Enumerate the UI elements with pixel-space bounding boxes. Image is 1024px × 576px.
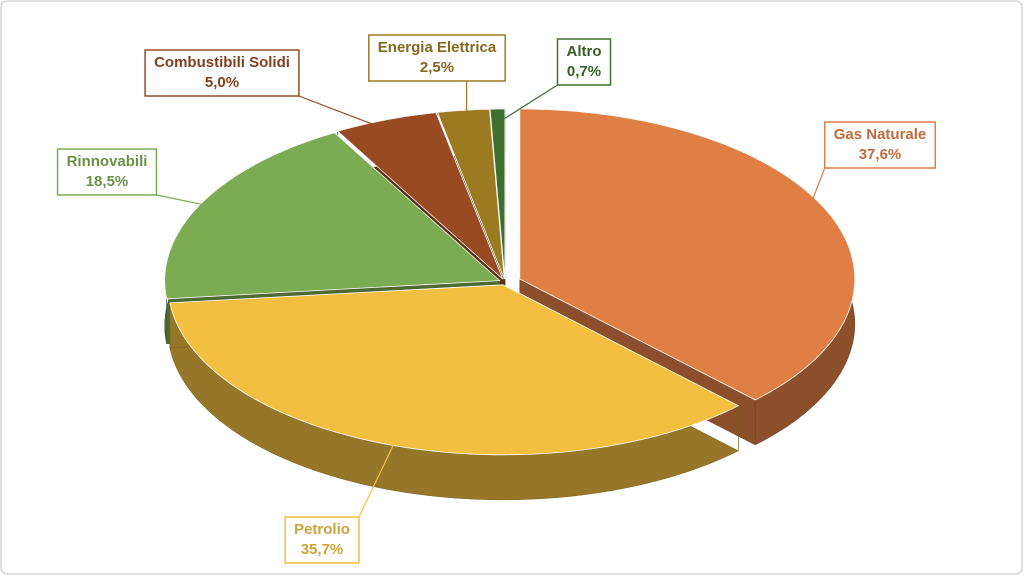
data-label: Rinnovabili 18,5% [56, 148, 226, 210]
leader-line [358, 431, 401, 518]
label-box [368, 34, 506, 82]
slice [436, 108, 505, 280]
label-box [556, 38, 612, 86]
label-name: Altro [567, 43, 602, 60]
data-labels: Gas Naturale 37,6% Petrolio 35,7% Rinnovabil… [56, 34, 937, 564]
label-name: Gas Naturale [834, 126, 927, 143]
slice [519, 108, 856, 401]
label-value: 0,7% [567, 63, 601, 80]
slice [164, 132, 501, 300]
label-name: Rinnovabili [67, 153, 148, 170]
label-value: 2,5% [420, 59, 454, 76]
pie-tops [164, 108, 856, 456]
label-box [144, 49, 300, 97]
label-box [56, 148, 158, 196]
label-value: 5,0% [205, 74, 239, 91]
leader-line [298, 95, 396, 134]
label-name: Combustibili Solidi [154, 54, 290, 71]
label-value: 37,6% [859, 146, 902, 163]
slice [169, 284, 740, 456]
label-name: Energia Elettrica [378, 39, 497, 56]
data-label: Altro 0,7% [497, 38, 612, 124]
leader-line [156, 194, 226, 210]
label-name: Petrolio [294, 521, 350, 538]
label-box [823, 121, 937, 169]
data-label: Combustibili Solidi 5,0% [144, 49, 396, 134]
data-label: Gas Naturale 37,6% [804, 121, 937, 220]
data-label: Petrolio 35,7% [284, 431, 401, 564]
leader-line [804, 167, 826, 220]
slice [336, 112, 504, 280]
slice [489, 108, 506, 280]
label-box [284, 516, 360, 564]
label-value: 35,7% [301, 541, 344, 558]
data-label: Energia Elettrica 2,5% [368, 34, 506, 124]
leader-line [497, 84, 558, 124]
label-value: 18,5% [86, 173, 129, 190]
